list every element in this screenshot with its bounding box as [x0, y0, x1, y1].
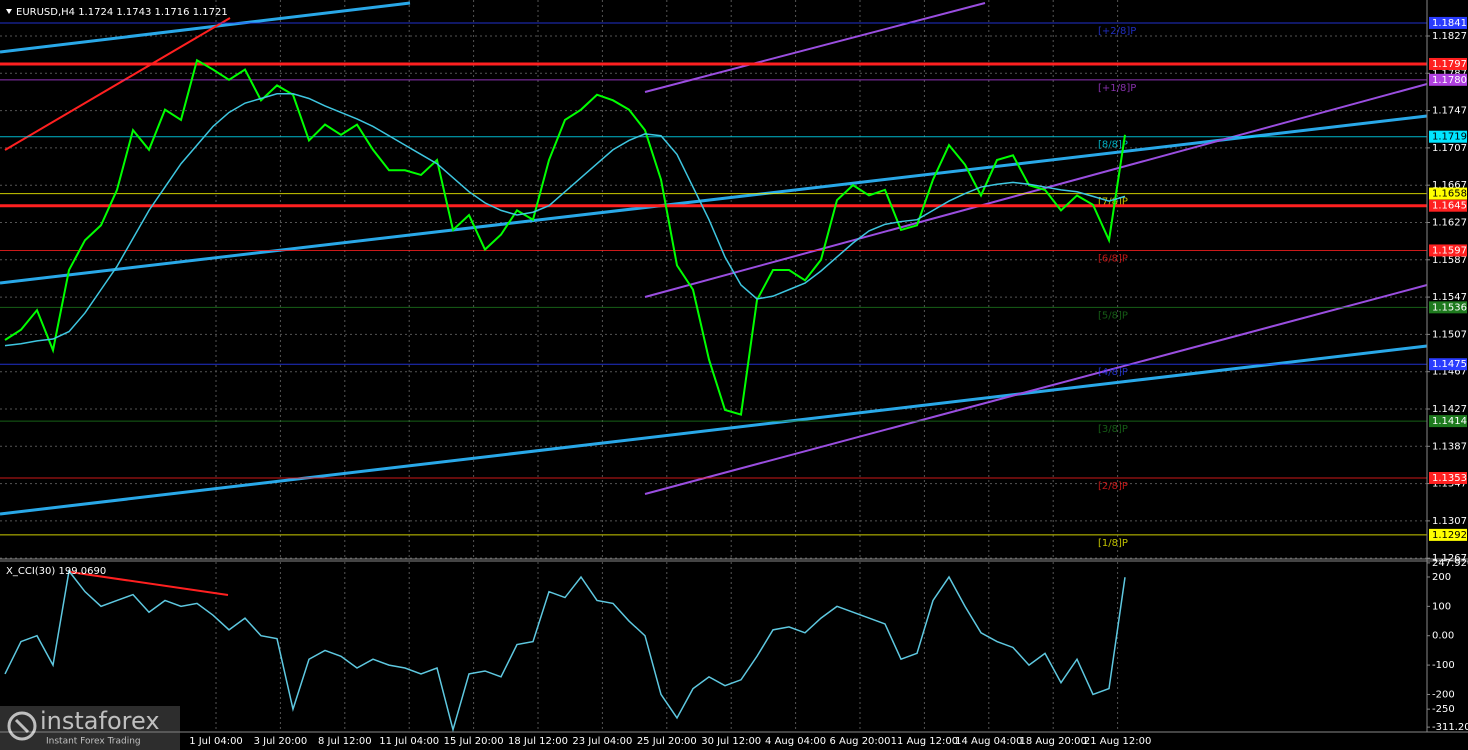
level-price-label: 1.1719 [1432, 132, 1467, 143]
chart-title: EURUSD,H4 1.1724 1.1743 1.1716 1.1721 [16, 7, 228, 18]
x-tick-label: 1 Jul 04:00 [189, 736, 243, 747]
series-line [4, 569, 1126, 733]
watermark-logo [14, 718, 30, 734]
series-line [4, 58, 1126, 416]
murrey-label: [7/8]P [1098, 197, 1128, 208]
channel-line [644, 2, 986, 93]
level-price-box [1429, 16, 1467, 29]
y-tick-label: -250 [1432, 704, 1455, 715]
x-tick-label: 11 Aug 12:00 [891, 736, 958, 747]
y-tick-label: 1.1347 [1432, 479, 1467, 490]
y-tick-label: 0.00 [1432, 631, 1454, 642]
y-tick-label: -200 [1432, 689, 1455, 700]
murrey-label: [1/8]P [1098, 538, 1128, 549]
axes: 1.1827 1.1787 1.1747 1.1707 1.1667 1.1627 1.15… [189, 16, 1468, 747]
murrey-label: [2/8]P [1098, 481, 1128, 492]
y-tick-label: 1.1627 [1432, 217, 1467, 228]
levels: [+2/8]P [+1/8]P [8/8]P [7/8]P [6/8]P [5/8]P [4… [0, 22, 1427, 549]
trend-line [4, 17, 231, 151]
murrey-label: [+1/8]P [1098, 83, 1136, 94]
y-tick-label: 1.1307 [1432, 516, 1467, 527]
level-price-label: 1.1292 [1432, 530, 1467, 541]
level-price-box [1429, 471, 1467, 484]
watermark-box [0, 706, 180, 750]
cci-trend-line [69, 571, 229, 596]
plot [4, 58, 1126, 733]
y-tick-label: 100 [1432, 601, 1451, 612]
trend-line [0, 344, 1428, 516]
x-tick-label: 15 Jul 20:00 [444, 736, 504, 747]
level-price-box [1429, 130, 1467, 143]
y-tick-label: 200 [1432, 572, 1451, 583]
murrey-label: [3/8]P [1098, 424, 1128, 435]
x-tick-label: 23 Jul 04:00 [572, 736, 632, 747]
level-price-box [1429, 187, 1467, 200]
level-price-box [1429, 73, 1467, 86]
murrey-label: [+2/8]P [1098, 26, 1136, 37]
indicator-title: X_CCI(30) 199.0690 [6, 566, 106, 577]
level-price-box [1429, 57, 1467, 70]
murrey-label: [4/8]P [1098, 367, 1128, 378]
y-tick-label: 247.9205 [1432, 558, 1468, 569]
level-price-box [1429, 301, 1467, 314]
y-tick-label: 1.1507 [1432, 329, 1467, 340]
x-tick-label: 6 Aug 20:00 [829, 736, 890, 747]
x-tick-label: 11 Jul 04:00 [379, 736, 439, 747]
channel-line [644, 284, 1428, 495]
x-tick-label: 18 Aug 20:00 [1019, 736, 1086, 747]
trend-line [0, 1, 411, 54]
y-tick-label: 1.1827 [1432, 31, 1467, 42]
y-tick-label: 1.1787 [1432, 68, 1467, 79]
x-tick-label: 14 Aug 04:00 [955, 736, 1022, 747]
channel-line [644, 83, 1428, 298]
y-tick-label: -100 [1432, 660, 1455, 671]
series-line [4, 93, 1126, 347]
level-price-label: 1.1797 [1432, 59, 1467, 70]
watermark-tagline: Instant Forex Trading [46, 737, 141, 747]
level-price-label: 1.1597 [1432, 245, 1467, 256]
y-tick-label: 1.1547 [1432, 292, 1467, 303]
murrey-label: [6/8]P [1098, 253, 1128, 264]
y-tick-label: 1.1267 [1432, 553, 1467, 564]
x-tick-label: 25 Jul 20:00 [637, 736, 697, 747]
watermark-logo [7, 711, 37, 741]
level-price-label: 1.1353 [1432, 473, 1467, 484]
murrey-label: [8/8]P [1098, 140, 1128, 151]
level-price-label: 1.1414 [1432, 416, 1467, 427]
x-tick-label: 18 Jul 12:00 [508, 736, 568, 747]
level-price-box [1429, 415, 1467, 428]
y-tick-label: 1.1427 [1432, 404, 1467, 415]
level-price-label: 1.1475 [1432, 359, 1467, 370]
symbol-icon [6, 9, 12, 14]
y-tick-label: -311.204 [1432, 722, 1468, 733]
y-tick-label: 1.1667 [1432, 180, 1467, 191]
level-price-box [1429, 244, 1467, 257]
x-tick-label: 4 Aug 04:00 [765, 736, 826, 747]
y-tick-label: 1.1747 [1432, 106, 1467, 117]
x-tick-label: 21 Aug 12:00 [1084, 736, 1151, 747]
x-tick-label: 8 Jul 12:00 [318, 736, 372, 747]
level-price-box [1429, 199, 1467, 212]
y-tick-label: 1.1707 [1432, 143, 1467, 154]
watermark: instaforex Instant Forex Trading [0, 706, 180, 750]
trend-line [0, 114, 1428, 285]
watermark-brand: instaforex [40, 707, 160, 735]
level-price-box [1429, 358, 1467, 371]
level-price-label: 1.1780 [1432, 75, 1467, 86]
y-tick-label: 1.1587 [1432, 255, 1467, 266]
level-price-label: 1.1645 [1432, 201, 1467, 212]
y-tick-label: 1.1387 [1432, 441, 1467, 452]
level-price-label: 1.1536 [1432, 302, 1467, 313]
x-tick-label: 30 Jul 12:00 [701, 736, 761, 747]
y-tick-label: 1.1467 [1432, 367, 1467, 378]
murrey-label: [5/8]P [1098, 310, 1128, 321]
level-price-label: 1.1841 [1432, 18, 1467, 29]
level-price-label: 1.1658 [1432, 189, 1467, 200]
x-tick-label: 3 Jul 20:00 [254, 736, 308, 747]
level-price-box [1429, 528, 1467, 541]
